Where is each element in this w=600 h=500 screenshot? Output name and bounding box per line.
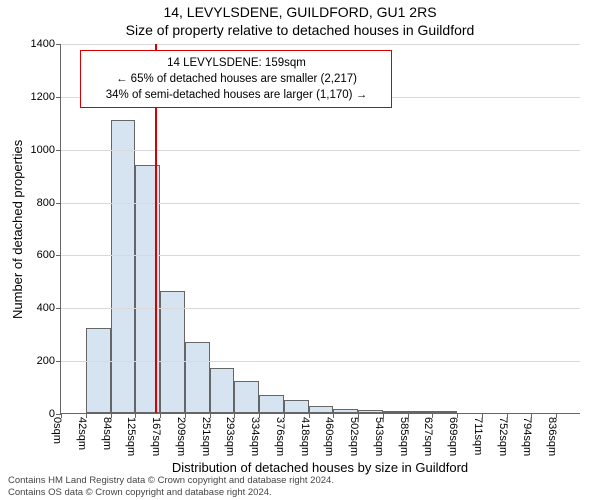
x-tick-label: 293sqm	[224, 417, 236, 456]
x-tick-label: 836sqm	[546, 417, 558, 456]
x-tick-label: 0sqm	[51, 417, 63, 444]
x-tick-label: 502sqm	[348, 417, 360, 456]
x-tick-label: 752sqm	[497, 417, 509, 456]
x-tick-label: 209sqm	[175, 417, 187, 456]
footer-line-1: Contains HM Land Registry data © Crown c…	[8, 475, 334, 486]
y-tick-label: 1200	[21, 91, 55, 103]
histogram-bar	[86, 328, 111, 413]
annotation-line2: ← 65% of detached houses are smaller (2,…	[91, 71, 381, 87]
histogram-bar	[160, 291, 185, 413]
chart-title: Size of property relative to detached ho…	[0, 22, 600, 38]
x-tick-label: 585sqm	[398, 417, 410, 456]
histogram-bar	[333, 409, 358, 413]
y-gridline	[61, 150, 580, 151]
histogram-bar	[259, 395, 284, 414]
y-tick-label: 200	[21, 355, 55, 367]
x-axis-label: Distribution of detached houses by size …	[60, 460, 580, 475]
x-tick-label: 42sqm	[76, 417, 88, 450]
histogram-bar	[309, 406, 334, 413]
y-gridline	[61, 255, 580, 256]
histogram-bar	[111, 120, 136, 413]
y-tick	[56, 97, 61, 98]
y-gridline	[61, 44, 580, 45]
y-tick	[56, 150, 61, 151]
histogram-bar	[358, 410, 383, 413]
x-tick-label: 418sqm	[299, 417, 311, 456]
y-gridline	[61, 361, 580, 362]
x-tick-label: 334sqm	[249, 417, 261, 456]
x-tick-label: 460sqm	[323, 417, 335, 456]
x-tick-label: 84sqm	[101, 417, 113, 450]
y-tick-label: 400	[21, 302, 55, 314]
y-tick-label: 1000	[21, 144, 55, 156]
y-tick-label: 600	[21, 249, 55, 261]
y-tick	[56, 44, 61, 45]
x-tick-label: 251sqm	[200, 417, 212, 456]
annotation-box: 14 LEVYLSDENE: 159sqm ← 65% of detached …	[80, 50, 392, 108]
chart-supertitle: 14, LEVYLSDENE, GUILDFORD, GU1 2RS	[0, 4, 600, 20]
histogram-bar	[432, 411, 457, 413]
x-tick-label: 543sqm	[373, 417, 385, 456]
histogram-bar	[284, 400, 309, 413]
x-tick-label: 167sqm	[150, 417, 162, 456]
annotation-line1: 14 LEVYLSDENE: 159sqm	[91, 55, 381, 71]
y-gridline	[61, 203, 580, 204]
histogram-bar	[185, 342, 210, 413]
x-tick-label: 669sqm	[447, 417, 459, 456]
x-tick-label: 711sqm	[472, 417, 484, 455]
y-tick-label: 0	[21, 408, 55, 420]
y-tick	[56, 361, 61, 362]
x-tick-label: 125sqm	[125, 417, 137, 456]
x-tick-label: 627sqm	[422, 417, 434, 456]
histogram-bar	[234, 381, 259, 413]
y-tick-label: 800	[21, 197, 55, 209]
x-tick-label: 794sqm	[521, 417, 533, 456]
y-tick	[56, 308, 61, 309]
y-tick	[56, 203, 61, 204]
y-gridline	[61, 308, 580, 309]
footer-line-2: Contains OS data © Crown copyright and d…	[8, 487, 272, 498]
y-tick	[56, 255, 61, 256]
histogram-bar	[408, 411, 433, 413]
annotation-line3: 34% of semi-detached houses are larger (…	[91, 87, 381, 103]
chart-plot-area: 02004006008001000120014000sqm42sqm84sqm1…	[60, 44, 580, 414]
histogram-bar	[383, 411, 408, 413]
y-tick-label: 1400	[21, 38, 55, 50]
x-tick-label: 376sqm	[274, 417, 286, 456]
histogram-bar	[210, 368, 235, 413]
